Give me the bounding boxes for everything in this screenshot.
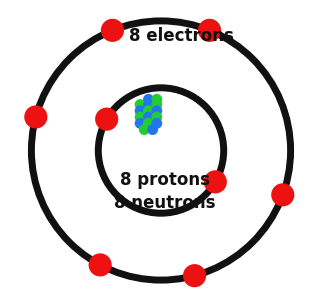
Circle shape xyxy=(135,112,146,123)
Circle shape xyxy=(204,171,226,193)
Circle shape xyxy=(135,118,146,129)
Circle shape xyxy=(101,20,123,41)
Text: 8 protons
8 neutrons: 8 protons 8 neutrons xyxy=(114,171,216,212)
Circle shape xyxy=(25,106,47,128)
Circle shape xyxy=(96,108,118,130)
Circle shape xyxy=(143,99,154,110)
Circle shape xyxy=(151,112,162,123)
Circle shape xyxy=(184,265,205,287)
Circle shape xyxy=(151,118,162,129)
Circle shape xyxy=(143,94,154,105)
Text: 8 electrons: 8 electrons xyxy=(129,26,234,45)
Circle shape xyxy=(151,105,162,116)
Circle shape xyxy=(143,105,154,116)
Circle shape xyxy=(147,124,158,135)
Circle shape xyxy=(199,20,221,41)
Circle shape xyxy=(139,124,150,135)
Circle shape xyxy=(135,99,146,110)
Circle shape xyxy=(89,254,111,276)
Circle shape xyxy=(151,99,162,110)
Circle shape xyxy=(143,112,154,123)
Circle shape xyxy=(151,94,162,105)
Circle shape xyxy=(143,118,154,129)
Circle shape xyxy=(272,184,294,206)
Circle shape xyxy=(135,105,146,116)
